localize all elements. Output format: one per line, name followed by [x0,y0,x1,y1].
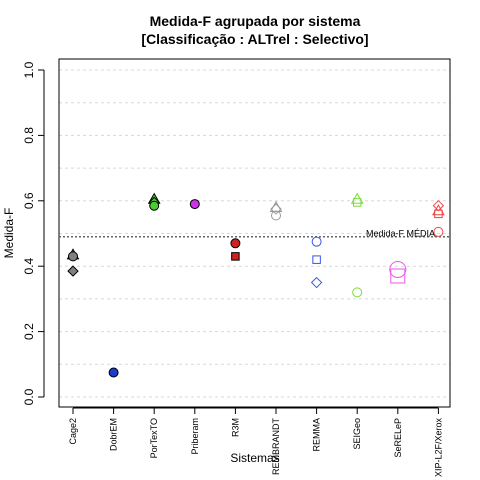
x-tick-label: REMBRANDT [271,418,281,476]
point-diamond [67,265,79,277]
point-circle [149,200,160,211]
x-tick-label: PorTexTO [149,418,159,458]
point-square [390,268,406,284]
x-tick-label: Priberam [190,418,200,455]
point-square [352,198,362,207]
x-axis: Cage2 DobrEM PorTexTO Priberam R3M REMBRANDT R… [68,407,443,478]
y-axis: 0.0 0.2 0.4 0.6 0.8 1.0 [22,61,45,405]
gridlines [59,69,450,398]
x-tick-label: Cage2 [68,418,78,445]
x-tick-label: DobrEM [109,418,119,451]
y-axis-title: Medida-F [2,208,16,259]
y-tick-label: 0.8 [22,127,36,144]
x-tick-label: R3M [230,418,240,437]
point-circle [230,238,241,249]
point-diamond [270,203,282,215]
point-circle [311,236,322,247]
point-circle [271,210,281,221]
plot-frame [58,58,451,408]
mean-line-label: Medida-F MÉDIA [366,228,435,238]
x-axis-title: Sistemas [230,451,279,465]
x-tick-label: REMMA [312,418,322,452]
y-tick-label: 0.6 [22,192,36,209]
chart-subtitle: [Classificação : ALTrel : Selectivo] [141,31,368,47]
point-circle [389,260,407,278]
y-tick-label: 1.0 [22,61,36,78]
x-tick-label: SEIGeo [352,418,362,450]
point-circle [108,367,119,378]
x-tick-label: XIP-L2F/Xerox [433,418,443,478]
point-circle [189,199,200,210]
reference-line: Medida-F MÉDIA [59,228,450,238]
point-circle [352,287,363,298]
point-diamond [310,276,323,289]
data-points [66,192,445,378]
y-tick-label: 0.4 [22,258,36,275]
x-tick-label: SeRELeP [393,418,403,458]
point-square [434,209,443,219]
y-tick-label: 0.0 [22,388,36,405]
y-tick-label: 0.2 [22,323,36,340]
point-circle [433,226,444,237]
point-diamond [432,199,445,212]
point-square [312,255,321,264]
point-square [231,252,240,261]
point-circle [68,251,78,262]
chart-title: Medida-F agrupada por sistema [150,13,361,29]
